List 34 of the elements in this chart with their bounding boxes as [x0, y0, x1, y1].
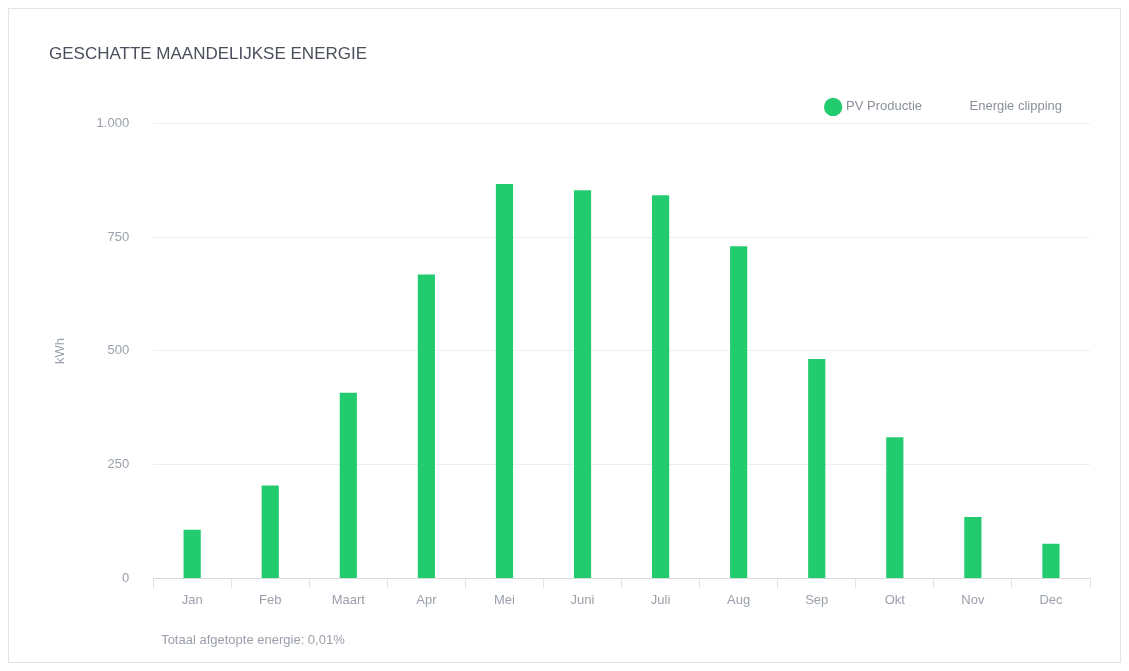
x-tick-label: Feb: [259, 591, 282, 607]
y-axis-title: kWh: [52, 337, 68, 364]
bar: [339, 392, 357, 578]
x-tick-label: Mei: [493, 591, 516, 607]
chart-title: GESCHATTE MAANDELIJKSE ENERGIE: [49, 43, 368, 63]
bar: [261, 485, 279, 578]
text: Totaal afgetopte energie: 0,01%: [161, 631, 346, 647]
legend-label: PV Productie: [846, 98, 922, 114]
x-tick-label: Dec: [1039, 591, 1064, 607]
text: Energie clipping: [969, 98, 1063, 114]
y-tick-label: 500: [107, 342, 130, 358]
x-tick-label: Maart: [331, 591, 366, 607]
x-tick-label: Jan: [181, 591, 203, 607]
bar: [1042, 543, 1060, 578]
x-tick-label: Apr: [416, 591, 438, 607]
x-tick-label: Nov: [961, 591, 985, 607]
x-tick-label: Juli: [650, 591, 671, 607]
bar: [183, 529, 201, 578]
bar: [573, 190, 592, 578]
bar: [417, 274, 435, 578]
y-tick-label: 250: [107, 456, 130, 472]
bar: [964, 516, 982, 578]
y-tick-label: 750: [107, 228, 130, 244]
bar: [730, 246, 748, 578]
x-tick-label: Okt: [884, 591, 906, 607]
bar: [495, 183, 514, 578]
x-tick-label: Sep: [805, 591, 829, 607]
bar: [808, 359, 826, 578]
bar: [652, 195, 670, 578]
y-tick-label: 1.000: [96, 114, 130, 130]
x-tick-label: Juni: [570, 591, 595, 607]
y-tick-label: 0: [121, 569, 130, 585]
bar: [886, 437, 904, 578]
x-tick-label: Aug: [727, 591, 751, 607]
